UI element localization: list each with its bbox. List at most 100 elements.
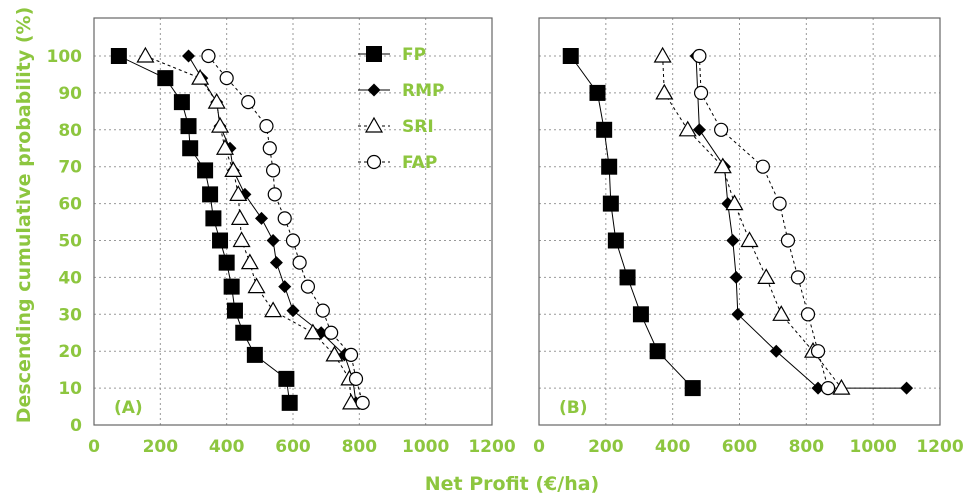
data-point-fap [262, 141, 277, 156]
series-line-rmp [695, 55, 907, 389]
data-point-rmp [182, 49, 196, 63]
y-tick-label: 20 [58, 342, 82, 362]
data-point-rmp [769, 344, 783, 358]
x-tick-label: 1000 [850, 437, 897, 457]
data-point-fap [755, 159, 770, 174]
y-tick-label: 90 [58, 84, 82, 104]
x-tick-label: 1200 [468, 437, 515, 457]
x-tick-label: 400 [209, 437, 245, 457]
data-point-sri [136, 46, 155, 63]
data-point-rmp [900, 381, 914, 395]
y-tick-label: 0 [70, 416, 82, 436]
data-point-rmp [731, 307, 745, 321]
data-point-sri [210, 116, 230, 133]
y-axis-title: Descending cumulative probability (%) [13, 7, 35, 424]
data-point-fp [223, 278, 240, 295]
y-tick-label: 30 [58, 305, 82, 325]
y-tick-label: 50 [58, 232, 82, 252]
data-point-fp [684, 380, 701, 397]
data-point-fp [205, 210, 222, 227]
panel-a: 0 200 400 600 800 1000 1200 0 10 20 30 40 50 60 70 80 90… [47, 17, 516, 457]
data-point-sri [772, 305, 791, 321]
y-tick-label: 60 [58, 195, 82, 215]
x-tick-label: 1000 [402, 437, 449, 457]
data-point-sri [325, 345, 344, 362]
panel-label: (B) [559, 398, 588, 418]
data-point-fp [562, 48, 579, 64]
data-point-fap [348, 371, 364, 386]
x-tick-label: 200 [143, 437, 179, 457]
legend-item-sri: SRI [358, 116, 434, 137]
data-point-rmp [692, 123, 706, 137]
data-point-fp [649, 343, 666, 360]
y-tick-label: 10 [58, 379, 82, 399]
data-point-sri [342, 393, 361, 410]
series-line-rmp [188, 55, 357, 403]
legend-item-rmp: RMP [358, 81, 444, 101]
y-tick-label: 70 [58, 158, 82, 178]
data-point-fap [714, 122, 729, 137]
data-point-rmp [726, 234, 740, 247]
series-line-sri [145, 55, 352, 403]
x-axis-title: Net Profit (€/ha) [425, 473, 600, 495]
data-point-fap [300, 279, 316, 294]
data-point-fp [589, 84, 606, 101]
legend-marker-fap [366, 154, 382, 170]
legend-item-fap: FAP [358, 153, 437, 173]
data-point-fap [219, 71, 234, 86]
data-point-fp [278, 370, 295, 387]
data-point-rmp [278, 280, 292, 294]
legend-label: SRI [402, 117, 434, 137]
x-tick-label: 0 [533, 437, 545, 457]
legend-marker-rmp [367, 83, 381, 97]
data-point-fap [355, 395, 370, 410]
x-tick-label: 1200 [916, 437, 963, 457]
legend-label: FP [402, 45, 426, 65]
data-point-fap [692, 48, 707, 64]
data-point-sri [832, 378, 851, 395]
legend-item-fp: FP [358, 45, 426, 65]
data-point-fp [173, 94, 190, 111]
x-tick-label: 400 [655, 437, 691, 457]
data-point-fap [820, 381, 836, 396]
data-point-fp [202, 186, 219, 203]
data-point-fp [226, 302, 243, 319]
data-point-fap [241, 95, 256, 110]
y-tick-label: 40 [58, 268, 82, 288]
plot-frame [93, 17, 493, 426]
series-line-sri [662, 55, 842, 389]
data-point-fp [182, 140, 199, 157]
data-point-sri [191, 68, 210, 85]
data-point-sri [303, 323, 322, 340]
data-point-sri [224, 161, 243, 177]
data-point-fp [180, 118, 197, 135]
data-point-fap [277, 211, 292, 226]
data-point-fap [693, 85, 709, 101]
x-tick-label: 0 [88, 437, 100, 457]
data-point-fap [266, 163, 281, 178]
data-point-fp [246, 346, 263, 363]
data-point-sri [713, 157, 732, 174]
data-point-fap [790, 270, 806, 285]
data-point-fap [343, 347, 359, 362]
legend-label: RMP [402, 81, 444, 101]
data-point-fp [157, 70, 174, 87]
data-point-sri [678, 120, 697, 137]
data-point-fap [285, 233, 301, 248]
data-point-sri [725, 194, 744, 211]
data-point-fp [235, 324, 252, 341]
data-point-fp [596, 121, 613, 138]
x-tick-label: 800 [342, 437, 378, 457]
data-point-sri [207, 92, 226, 109]
x-tick-label: 800 [789, 437, 825, 457]
data-point-sri [655, 83, 674, 100]
legend-marker-fp [366, 46, 382, 62]
data-point-fp [218, 254, 235, 271]
y-tick-label: 80 [58, 121, 82, 141]
data-point-sri [215, 139, 235, 155]
data-point-fp [619, 269, 636, 286]
data-point-rmp [729, 270, 743, 284]
legend-marker-sri [364, 116, 384, 133]
x-tick-label: 600 [722, 437, 758, 457]
